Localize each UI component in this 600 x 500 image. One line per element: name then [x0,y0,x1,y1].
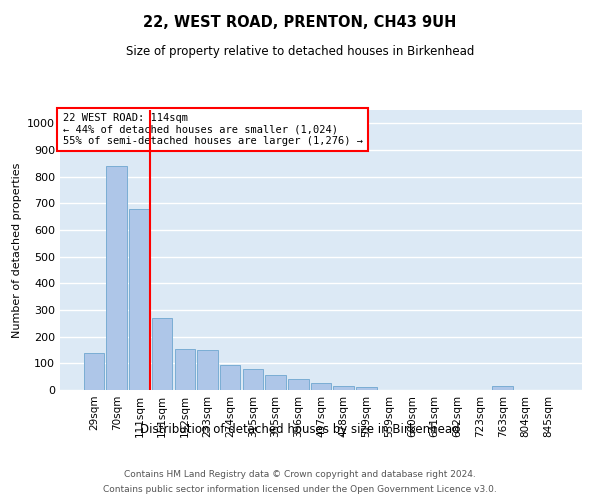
Bar [84,352,104,390]
Text: Contains public sector information licensed under the Open Government Licence v3: Contains public sector information licen… [103,485,497,494]
Bar [311,384,331,390]
Text: 22 WEST ROAD: 114sqm
← 44% of detached houses are smaller (1,024)
55% of semi-de: 22 WEST ROAD: 114sqm ← 44% of detached h… [62,113,362,146]
Bar [152,318,172,390]
Bar [265,376,286,390]
Bar [129,208,149,390]
Bar [106,166,127,390]
Bar [334,386,354,390]
Bar [493,386,513,390]
Text: 22, WEST ROAD, PRENTON, CH43 9UH: 22, WEST ROAD, PRENTON, CH43 9UH [143,15,457,30]
Bar [175,348,195,390]
Text: Size of property relative to detached houses in Birkenhead: Size of property relative to detached ho… [126,45,474,58]
Bar [220,364,241,390]
Text: Contains HM Land Registry data © Crown copyright and database right 2024.: Contains HM Land Registry data © Crown c… [124,470,476,479]
Y-axis label: Number of detached properties: Number of detached properties [11,162,22,338]
Bar [197,350,218,390]
Text: Distribution of detached houses by size in Birkenhead: Distribution of detached houses by size … [140,422,460,436]
Bar [356,388,377,390]
Bar [242,368,263,390]
Bar [288,380,308,390]
